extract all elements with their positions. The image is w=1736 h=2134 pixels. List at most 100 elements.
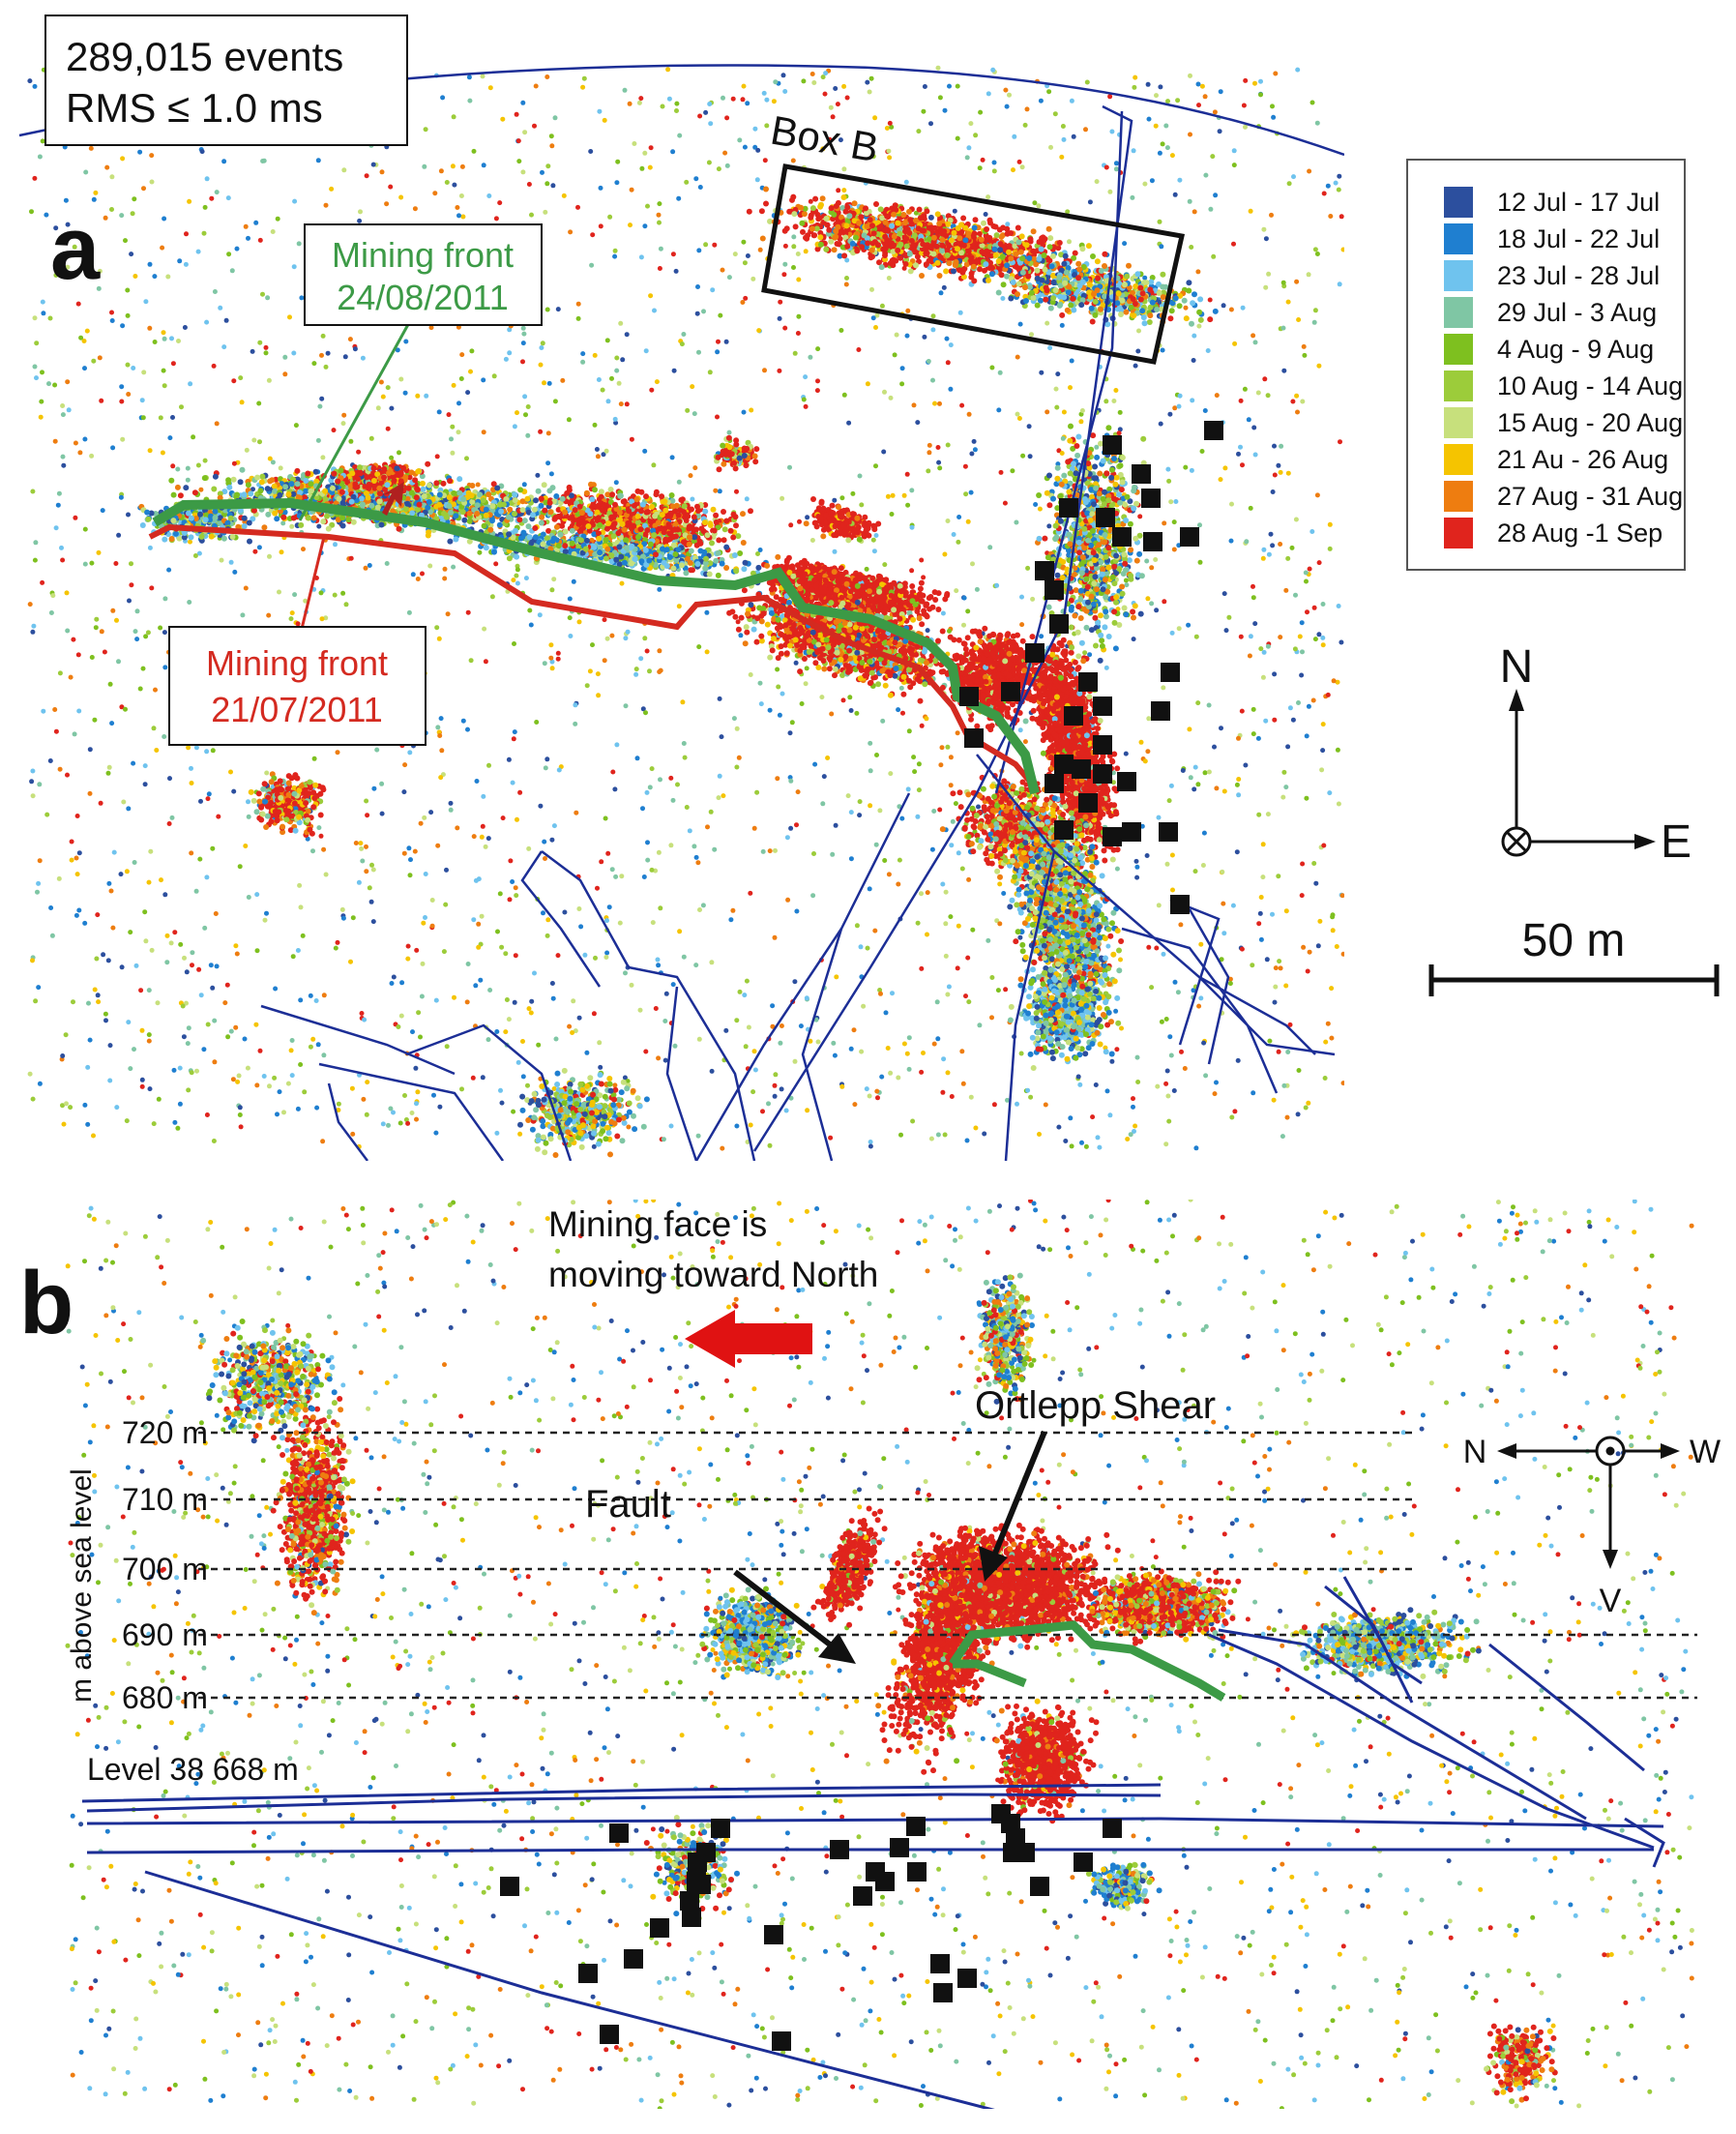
station-marker <box>680 1891 699 1911</box>
station-marker <box>1103 1819 1122 1838</box>
legend-label: 27 Aug - 31 Aug <box>1497 482 1683 511</box>
station-marker <box>1096 508 1115 527</box>
compass-a-east: E <box>1661 816 1692 868</box>
station-marker <box>1132 464 1151 484</box>
station-marker <box>1054 755 1074 774</box>
legend-swatch <box>1444 481 1473 512</box>
red-front-callout: Mining front 21/07/2011 <box>168 536 427 746</box>
level-720: 720 m <box>122 1415 208 1450</box>
legend-swatch <box>1444 223 1473 254</box>
station-marker <box>1117 772 1136 791</box>
legend-swatch <box>1444 370 1473 401</box>
legend-swatch <box>1444 444 1473 475</box>
legend-swatch <box>1444 334 1473 365</box>
station-marker <box>959 687 979 706</box>
legend-label: 21 Au - 26 Aug <box>1497 445 1668 474</box>
station-marker <box>1141 489 1161 508</box>
panel-label-b: b <box>19 1254 74 1352</box>
station-marker <box>875 1872 895 1891</box>
station-marker <box>1049 614 1069 634</box>
elevation-labels: 720 m 710 m 700 m 690 m 680 m <box>122 1415 208 1715</box>
panel-label-a: a <box>50 199 101 298</box>
compass-b-north: N <box>1463 1434 1487 1470</box>
station-marker <box>1180 527 1199 547</box>
mining-front-green-line-b <box>949 1620 1226 1702</box>
legend-label: 28 Aug -1 Sep <box>1497 519 1662 548</box>
summary-events: 289,015 events <box>66 34 343 79</box>
station-marker <box>772 2031 791 2051</box>
legend-swatch <box>1444 407 1473 438</box>
fault-arrow <box>733 1569 856 1664</box>
station-marker <box>933 1983 953 2002</box>
station-marker <box>1064 706 1083 726</box>
mining-face-text-2: moving toward North <box>548 1255 878 1294</box>
legend-swatch <box>1444 297 1473 328</box>
station-marker <box>1093 764 1112 784</box>
station-marker <box>1103 827 1122 846</box>
station-marker <box>1045 580 1064 600</box>
red-front-date: 21/07/2011 <box>211 690 383 729</box>
compass-b <box>1497 1436 1680 1569</box>
station-marker <box>1112 527 1132 547</box>
summary-box: 289,015 events RMS ≤ 1.0 ms <box>44 15 408 146</box>
station-marker <box>682 1908 701 1927</box>
station-marker <box>1072 759 1091 779</box>
station-marker <box>578 1964 598 1983</box>
station-marker <box>1035 561 1054 580</box>
station-marker <box>711 1819 730 1838</box>
station-marker <box>907 1862 927 1882</box>
station-marker <box>764 1925 783 1944</box>
legend-label: 12 Jul - 17 Jul <box>1497 188 1660 217</box>
station-marker <box>688 1852 707 1872</box>
fault-label: Fault <box>585 1483 671 1526</box>
small-direction-arrow <box>382 482 404 516</box>
scale-bar-label: 50 m <box>1522 915 1626 966</box>
station-marker <box>1093 735 1112 755</box>
station-marker <box>1015 1843 1035 1862</box>
legend-label: 4 Aug - 9 Aug <box>1497 335 1654 364</box>
station-marker <box>930 1954 950 1973</box>
legend-label: 15 Aug - 20 Aug <box>1497 408 1683 437</box>
legend-label: 29 Jul - 3 Aug <box>1497 298 1657 327</box>
green-front-date: 24/08/2011 <box>337 278 509 317</box>
summary-rms: RMS ≤ 1.0 ms <box>66 85 323 131</box>
compass-a-north: N <box>1500 641 1534 693</box>
station-marker <box>1143 532 1162 551</box>
station-marker <box>1093 697 1112 716</box>
legend-swatch <box>1444 187 1473 218</box>
station-marker <box>1030 1877 1049 1896</box>
station-marker <box>1054 820 1074 840</box>
station-marker <box>1001 682 1020 701</box>
level-38-label: Level 38 668 m <box>87 1752 299 1787</box>
y-axis-label: m above sea level <box>66 1468 98 1703</box>
legend-swatch <box>1444 518 1473 548</box>
station-marker <box>691 1875 711 1894</box>
station-marker <box>1074 1852 1093 1872</box>
station-marker <box>853 1886 872 1906</box>
level-680: 680 m <box>122 1680 208 1715</box>
ortlepp-shear-label: Ortlepp Shear <box>975 1384 1216 1427</box>
station-marker <box>890 1838 909 1857</box>
station-marker <box>1204 421 1223 440</box>
station-marker <box>624 1949 643 1969</box>
legend-label: 10 Aug - 14 Aug <box>1497 371 1683 400</box>
mining-face-text-1: Mining face is <box>548 1204 767 1244</box>
green-front-callout: Mining front 24/08/2011 <box>298 223 543 521</box>
station-marker <box>1078 672 1098 692</box>
station-marker <box>957 1969 977 1988</box>
tunnel-network-b <box>81 1576 1665 2109</box>
level-690: 690 m <box>122 1617 208 1652</box>
station-marker <box>1170 895 1190 914</box>
tunnel-network-a <box>18 64 1344 1161</box>
level-700: 700 m <box>122 1552 208 1586</box>
legend-label: 23 Jul - 28 Jul <box>1497 261 1660 290</box>
red-front-line1: Mining front <box>206 643 388 683</box>
station-marker <box>1059 498 1078 518</box>
legend-label: 18 Jul - 22 Jul <box>1497 224 1660 253</box>
station-markers-a <box>959 421 1223 914</box>
elevation-gridlines <box>198 1431 1697 1700</box>
compass-b-vertical: V <box>1600 1583 1622 1619</box>
station-marker <box>650 1918 669 1938</box>
station-marker <box>609 1823 629 1843</box>
